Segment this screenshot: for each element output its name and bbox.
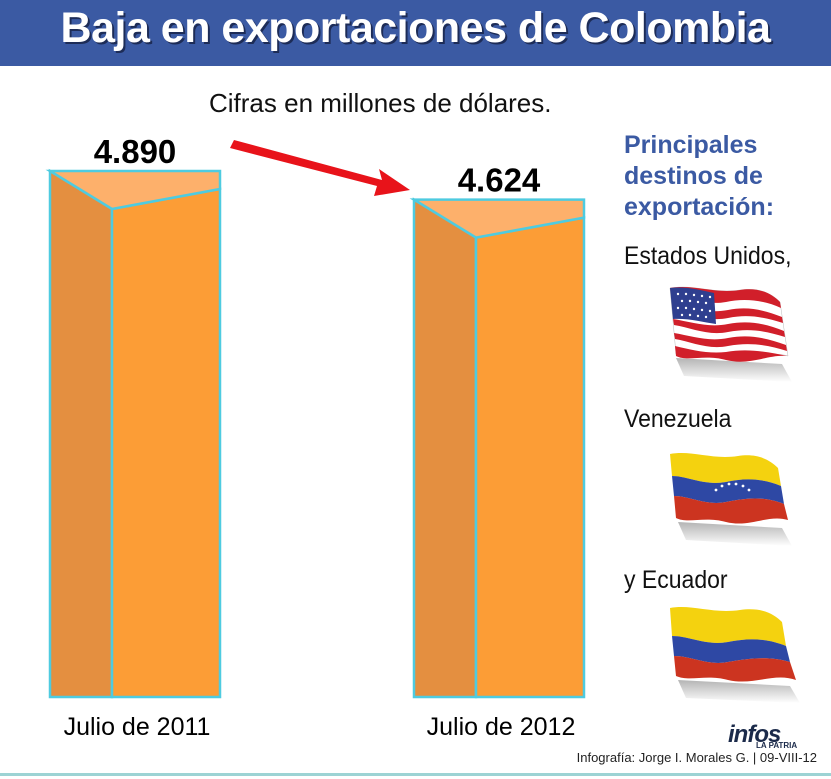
destinations-title: Principales destinos de exportación: bbox=[624, 131, 775, 221]
bar-category-label: Julio de 2011 bbox=[64, 713, 211, 741]
infos-logo: infos bbox=[728, 721, 781, 748]
venezuela-flag-icon bbox=[670, 453, 792, 546]
credit-line: Infografía: Jorge I. Morales G. | 09-VII… bbox=[576, 750, 817, 765]
bar-side-face bbox=[412, 197, 478, 699]
usa-flag-icon bbox=[669, 286, 792, 382]
bar-category-label: Julio de 2012 bbox=[427, 713, 576, 741]
destination-usa-label: Estados Unidos, bbox=[624, 242, 792, 270]
header-bar: Baja en exportaciones de Colombia bbox=[0, 0, 831, 66]
bar-top-face bbox=[409, 198, 586, 239]
page-title: Baja en exportaciones de Colombia bbox=[60, 4, 771, 52]
ecuador-flag-icon bbox=[670, 607, 800, 703]
bar-top-face bbox=[45, 169, 222, 211]
bar-value-label: 4.624 bbox=[458, 162, 541, 199]
trend-arrow bbox=[230, 140, 410, 196]
chart-subtitle: Cifras en millones de dólares. bbox=[209, 88, 552, 118]
destination-venezuela-label: Venezuela bbox=[624, 405, 732, 433]
bar-front-face bbox=[474, 216, 586, 699]
bar-side-face bbox=[48, 168, 114, 699]
footer-divider bbox=[0, 773, 831, 776]
logo-subtext: LA PATRIA bbox=[756, 741, 798, 750]
bar-front-face bbox=[110, 187, 222, 699]
bar-value-label: 4.890 bbox=[94, 133, 177, 170]
destination-ecuador-label: y Ecuador bbox=[624, 566, 728, 594]
